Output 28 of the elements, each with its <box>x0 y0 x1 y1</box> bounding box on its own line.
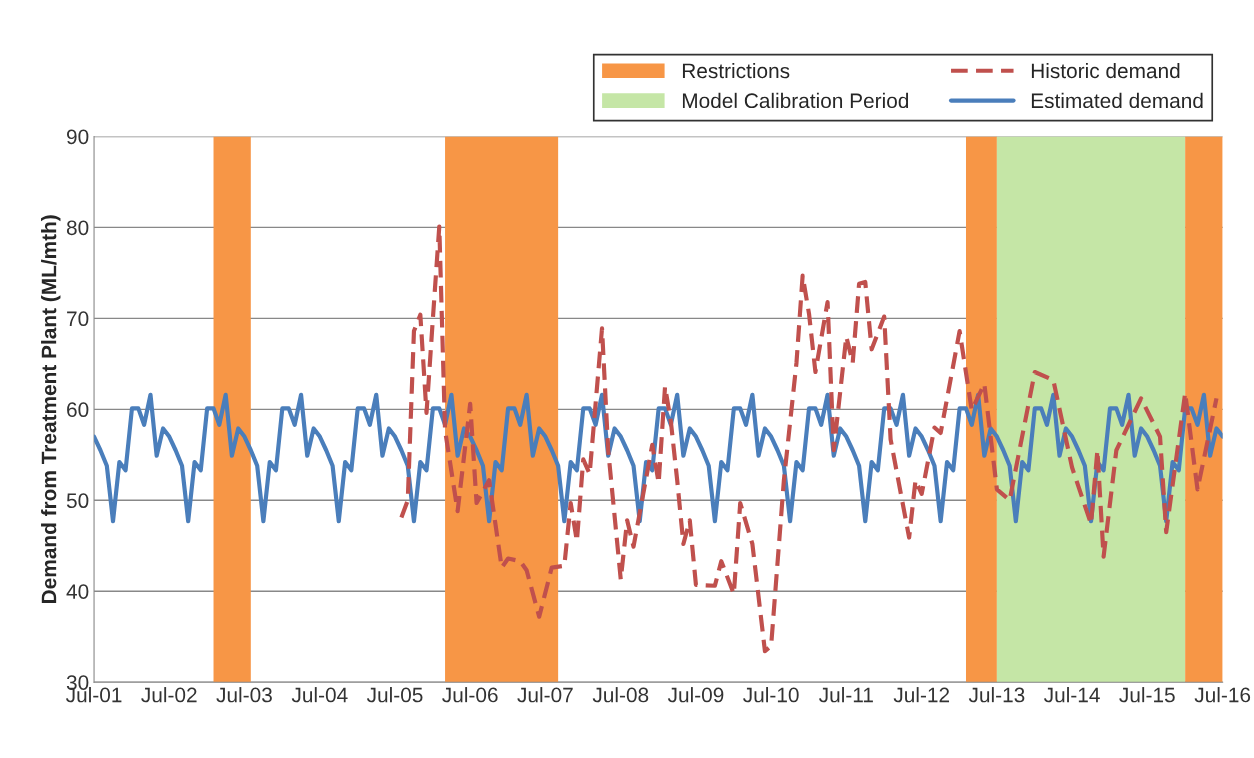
legend-label: Restrictions <box>682 62 790 79</box>
x-tick-label: Jul-04 <box>291 687 348 703</box>
legend-label: Estimated demand <box>1031 92 1203 109</box>
line-series <box>94 392 1223 524</box>
x-tick-label: Jul-05 <box>366 687 423 703</box>
x-tick-label: Jul-06 <box>442 687 498 703</box>
legend-label: Model Calibration Period <box>682 92 909 109</box>
x-tick-label: Jul-02 <box>141 687 197 703</box>
legend-label: Historic demand <box>1031 62 1180 79</box>
x-tick-label: Jul-10 <box>743 687 799 703</box>
x-tick-label: Jul-14 <box>1044 687 1100 703</box>
y-tick-label: 50 <box>66 493 89 509</box>
line-series <box>399 224 1219 654</box>
x-tick-label: Jul-11 <box>819 687 873 703</box>
x-tick-label: Jul-16 <box>1194 687 1251 703</box>
x-tick-label: Jul-12 <box>893 687 950 703</box>
y-tick-label: 40 <box>66 584 89 599</box>
x-tick-label: Jul-08 <box>592 687 649 703</box>
y-tick-label: 60 <box>67 402 89 418</box>
x-tick-label: Jul-09 <box>667 687 724 703</box>
x-tick-label: Jul-15 <box>1119 687 1175 703</box>
y-tick-label: 90 <box>66 129 89 145</box>
x-tick-label: Jul-13 <box>968 687 1025 703</box>
y-axis-title: Demand from Treatment Plant (ML/mth) <box>41 215 61 603</box>
y-tick-label: 70 <box>67 311 89 327</box>
x-tick-label: Jul-07 <box>517 687 573 703</box>
x-tick-label: Jul-03 <box>216 687 272 703</box>
y-tick-label: 80 <box>66 220 89 236</box>
